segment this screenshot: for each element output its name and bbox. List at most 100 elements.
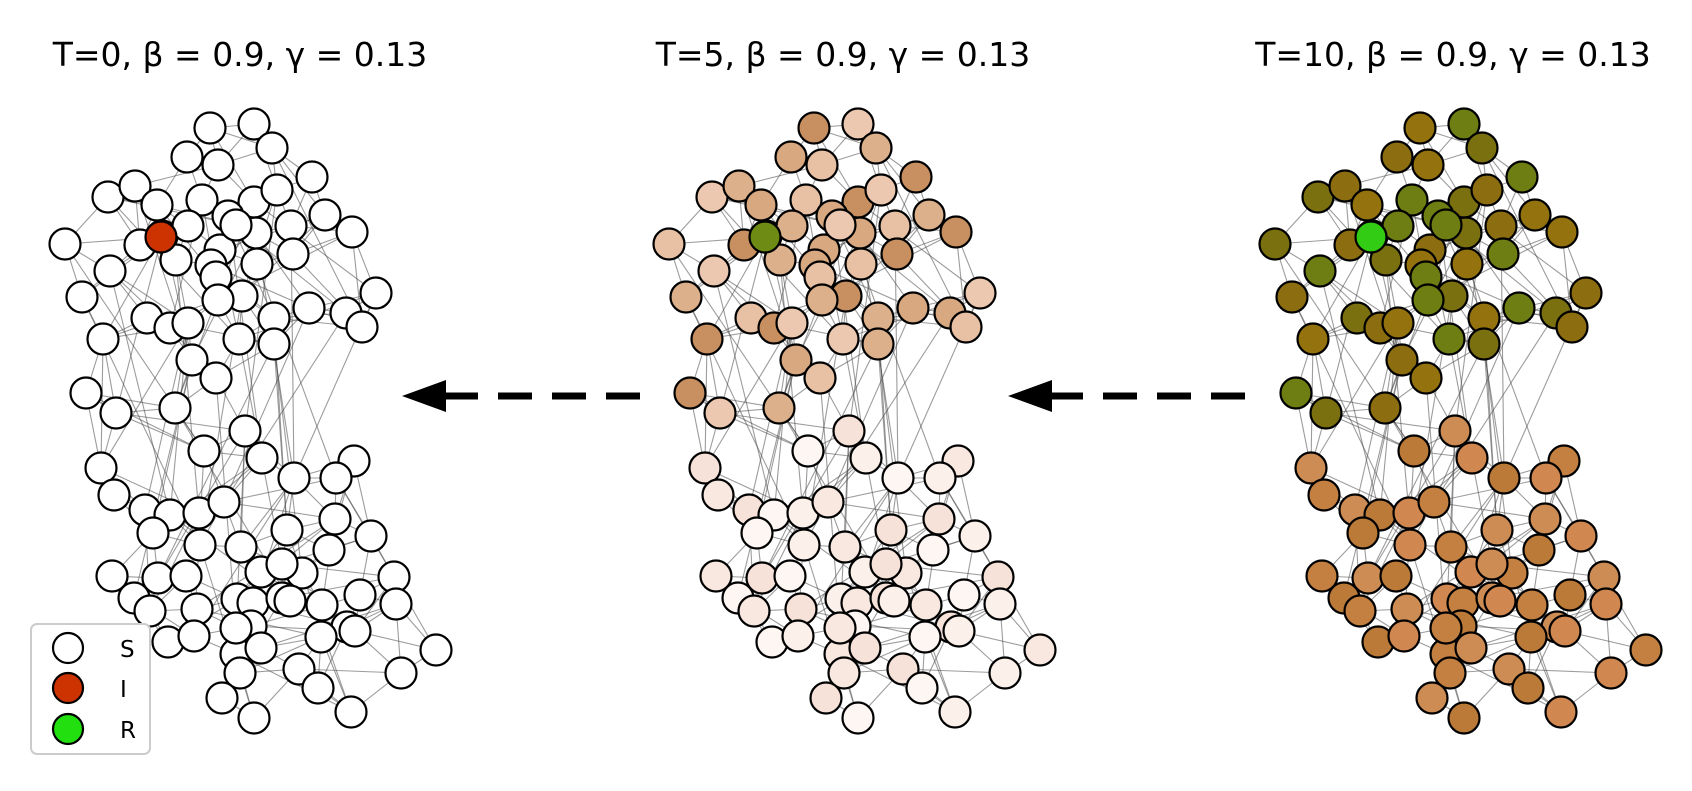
network-node [118,169,152,203]
network-node [908,620,942,654]
network-node [841,701,875,735]
network-node [1470,173,1504,207]
network-node [158,391,192,425]
network-node [701,478,735,512]
network-node [828,530,862,564]
network-node [1544,695,1578,729]
legend-label-i: I [120,677,127,703]
network-edge [827,307,914,503]
network-edge [877,343,892,531]
network-node [274,209,308,243]
network-node [774,140,808,174]
network-edge [253,201,377,294]
network-node [1303,254,1337,288]
network-edge [1463,201,1587,294]
network-panel-t0 [48,107,453,735]
network-node [379,587,413,621]
panel-title-t10: T=10, β = 0.9, γ = 0.13 [1254,35,1651,74]
nodes-t10 [1258,107,1663,735]
network-node [880,237,914,271]
network-node [922,502,956,536]
network-node [652,227,686,261]
network-node [1279,376,1313,410]
network-node [1515,588,1549,622]
legend-label-r: R [120,718,136,744]
network-edge [223,477,337,503]
panel-title-t0: T=0, β = 0.9, γ = 0.13 [52,35,428,74]
network-node [419,633,453,667]
network-node [1505,160,1539,194]
network-node [947,578,981,612]
network-node [219,208,253,242]
network-node [99,396,133,430]
network-node [334,695,368,729]
network-node [1483,584,1517,618]
network-node [673,376,707,410]
network-node [345,310,379,344]
network-node [223,656,257,690]
network-node [183,528,217,562]
network-node [874,513,908,547]
network-node [1296,322,1330,356]
network-node [823,611,857,645]
network-node [669,280,703,314]
network-node [861,327,895,361]
network-node [809,681,843,715]
network-node [1486,237,1520,271]
network-node [133,594,167,628]
network-edge [250,594,361,627]
network-node [697,254,731,288]
network-edge [223,312,347,503]
network-node [1415,681,1449,715]
network-node [205,681,239,715]
network-edge [827,477,941,503]
network-edge [1310,322,1399,469]
network-edge [779,259,804,514]
network-node [958,519,992,553]
network-node [292,291,326,325]
network-node [841,107,875,141]
network-node [219,611,253,645]
network-node [844,247,878,281]
network-edge [704,338,708,469]
network-node [175,343,209,377]
network-node [878,209,912,243]
network-node [265,547,299,581]
network-node [193,111,227,145]
seed-node [144,220,178,254]
network-node [1294,451,1328,485]
network-node [48,227,82,261]
network-node [963,276,997,310]
network-node [703,396,737,430]
network-node [319,461,353,495]
network-node [1397,434,1431,468]
network-edge [256,263,337,479]
network-edge [1319,270,1381,516]
network-node [1555,310,1589,344]
network-node [1305,559,1339,593]
network-node [1379,559,1413,593]
network-node [312,533,346,567]
network-node [762,391,796,425]
network-node [201,148,235,182]
network-node [1369,243,1403,277]
network-edge [100,322,189,469]
network-node [65,280,99,314]
network-node [93,254,127,288]
network-node [305,588,339,622]
network-node [244,631,278,665]
network-node [304,620,338,654]
network-node [832,414,866,448]
network-node [1368,391,1402,425]
arrowhead-icon [1008,380,1052,412]
network-node [1433,656,1467,690]
network-panel-t5 [652,107,1057,735]
network-edge [1460,594,1571,627]
network-node [1328,169,1362,203]
network-node [988,656,1022,690]
network-node [1518,198,1552,232]
network-node [1429,208,1463,242]
network-node [343,578,377,612]
network-node [1417,485,1451,519]
network-node [69,376,103,410]
